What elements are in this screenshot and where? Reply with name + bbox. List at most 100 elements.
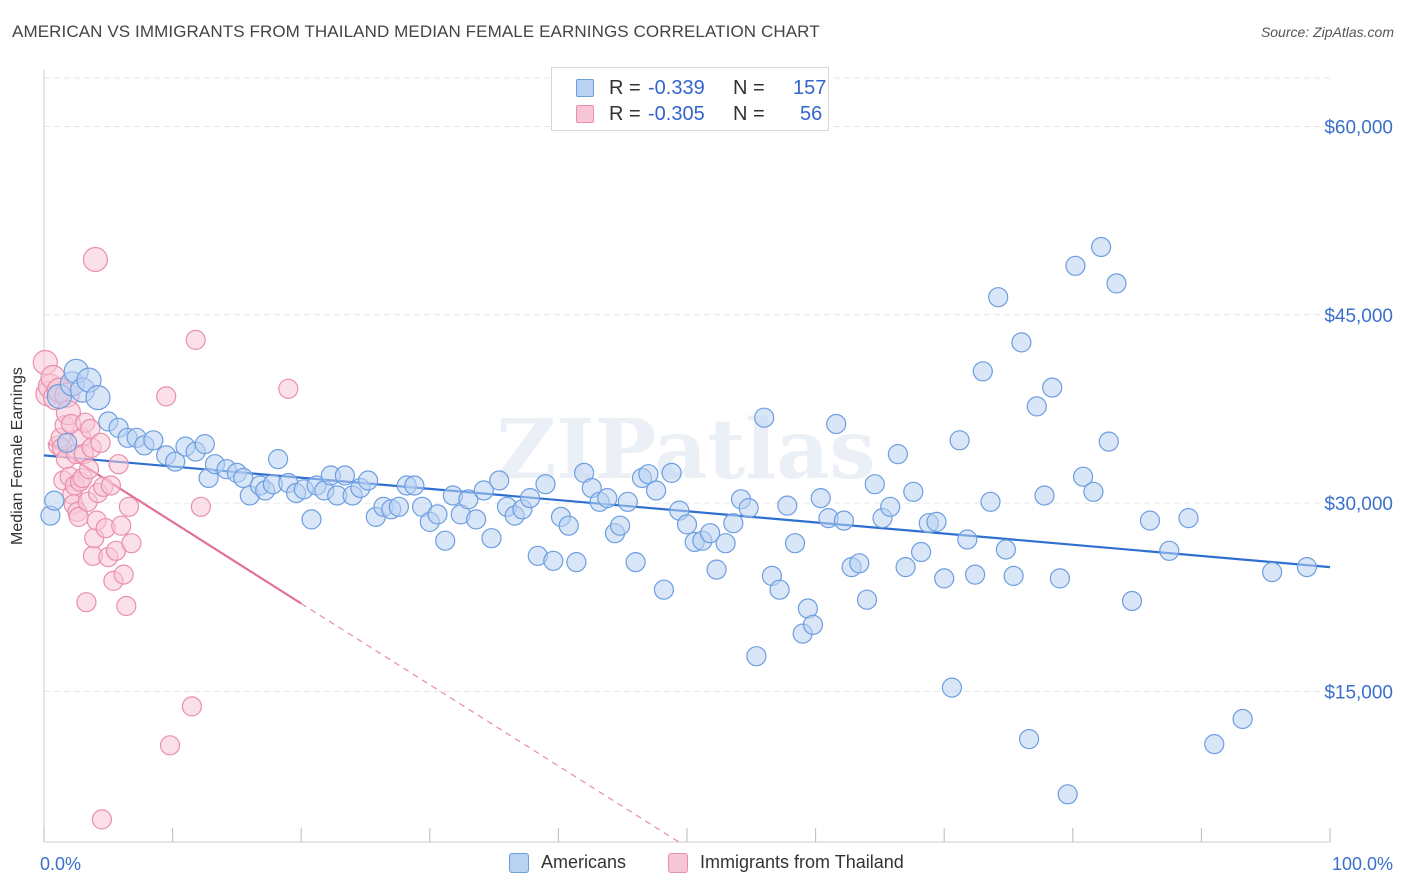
thailand-point-51 [159, 735, 181, 756]
thailand-point-52 [181, 696, 202, 717]
americans-point-126 [1003, 565, 1024, 587]
thailand-point-46 [113, 564, 134, 585]
bottom-legend-label: Americans [541, 852, 627, 872]
americans-point-145 [1232, 708, 1253, 730]
series-thailand-points [32, 246, 299, 830]
legend-swatch-americans [576, 79, 594, 97]
chart-title: AMERICAN VS IMMIGRANTS FROM THAILAND MED… [12, 22, 820, 41]
correlation-legend: R = -0.339 N = 157 R = -0.305 N = 56 [551, 67, 829, 131]
americans-point-134 [1065, 255, 1086, 276]
thailand-point-53 [185, 329, 206, 350]
americans-point-110 [880, 496, 901, 517]
legend-r-value: -0.339 [648, 77, 705, 99]
americans-point-3 [56, 432, 78, 453]
americans-point-112 [895, 556, 916, 578]
americans-point-64 [535, 474, 556, 495]
americans-point-133 [1057, 784, 1078, 805]
americans-point-144 [1204, 733, 1225, 755]
y-tick-label: $60,000 [1324, 117, 1393, 138]
americans-point-76 [625, 551, 646, 573]
americans-point-127 [1011, 332, 1032, 353]
americans-point-45 [388, 496, 409, 517]
watermark: ZIPatlas [496, 402, 875, 498]
americans-point-81 [661, 462, 682, 483]
americans-point-8 [85, 385, 111, 411]
thailand-point-47 [116, 595, 137, 617]
americans-point-143 [1178, 507, 1199, 529]
y-tick-labels: $15,000 $30,000 $45,000 $60,000 [1324, 117, 1393, 703]
legend-swatch-thailand [576, 105, 594, 123]
americans-point-147 [1296, 556, 1318, 578]
americans-point-106 [849, 553, 870, 574]
americans-point-57 [481, 528, 502, 549]
americans-point-19 [194, 434, 215, 455]
americans-point-29 [268, 449, 289, 470]
americans-point-50 [427, 504, 448, 525]
x-tick-labels: 0.0% 100.0% [40, 854, 1393, 874]
legend-n-label: N = [733, 103, 765, 125]
americans-point-138 [1098, 431, 1119, 452]
trend-line-thailand-extension [300, 602, 680, 843]
source-label: Source: ZipAtlas.com [1260, 24, 1394, 40]
legend-r-value: -0.305 [648, 103, 705, 125]
americans-point-56 [473, 480, 494, 501]
legend-n-value: 56 [800, 103, 823, 125]
thailand-point-41 [100, 475, 122, 496]
americans-point-67 [558, 515, 579, 536]
americans-point-41 [358, 470, 379, 491]
americans-point-51 [435, 530, 456, 551]
thailand-point-55 [278, 378, 299, 399]
americans-point-136 [1083, 481, 1104, 502]
americans-point-78 [638, 464, 659, 485]
americans-point-80 [653, 579, 675, 600]
americans-point-146 [1261, 561, 1283, 583]
thailand-point-37 [90, 432, 111, 453]
americans-point-68 [566, 551, 587, 573]
legend-n-value: 157 [793, 77, 827, 99]
americans-point-96 [777, 495, 798, 516]
americans-point-83 [676, 514, 698, 535]
americans-point-91 [738, 498, 759, 519]
watermark-text: ZIPatlas [496, 402, 875, 498]
thailand-point-56 [91, 809, 113, 830]
americans-point-129 [1026, 396, 1047, 417]
americans-point-121 [964, 564, 986, 585]
americans-point-72 [597, 488, 618, 509]
americans-point-62 [519, 488, 541, 509]
bottom-legend-swatch-thailand [668, 853, 688, 873]
americans-point-117 [934, 568, 955, 589]
americans-point-125 [995, 539, 1017, 560]
thailand-point-50 [156, 386, 177, 407]
americans-point-95 [769, 579, 790, 600]
legend-n-label: N = [733, 77, 765, 99]
americans-point-79 [645, 480, 667, 501]
legend-r-label: R = [609, 77, 641, 99]
americans-point-141 [1139, 510, 1161, 531]
americans-point-24 [233, 467, 254, 489]
thailand-point-48 [118, 496, 139, 517]
americans-point-75 [617, 491, 638, 512]
americans-point-111 [887, 444, 909, 465]
americans-point-135 [1072, 466, 1094, 487]
bottom-legend-swatch-americans [509, 853, 529, 873]
americans-point-92 [746, 646, 767, 667]
thailand-point-45 [111, 515, 132, 536]
thailand-point-27 [76, 592, 97, 613]
y-tick-label: $15,000 [1324, 682, 1393, 703]
americans-point-55 [466, 509, 487, 530]
x-tick-label: 0.0% [40, 854, 81, 874]
americans-point-107 [856, 589, 878, 610]
series-americans-points [40, 236, 1318, 805]
thailand-point-49 [121, 533, 142, 554]
americans-point-104 [833, 510, 855, 531]
x-tick-label: 100.0% [1332, 854, 1393, 874]
americans-point-137 [1090, 236, 1112, 258]
americans-point-16 [165, 451, 186, 472]
americans-point-118 [941, 677, 963, 698]
americans-point-131 [1042, 377, 1063, 398]
americans-point-89 [723, 513, 744, 534]
americans-point-1 [44, 490, 65, 511]
americans-point-33 [301, 509, 322, 530]
y-tick-label: $45,000 [1324, 306, 1393, 327]
thailand-point-34 [82, 246, 109, 273]
